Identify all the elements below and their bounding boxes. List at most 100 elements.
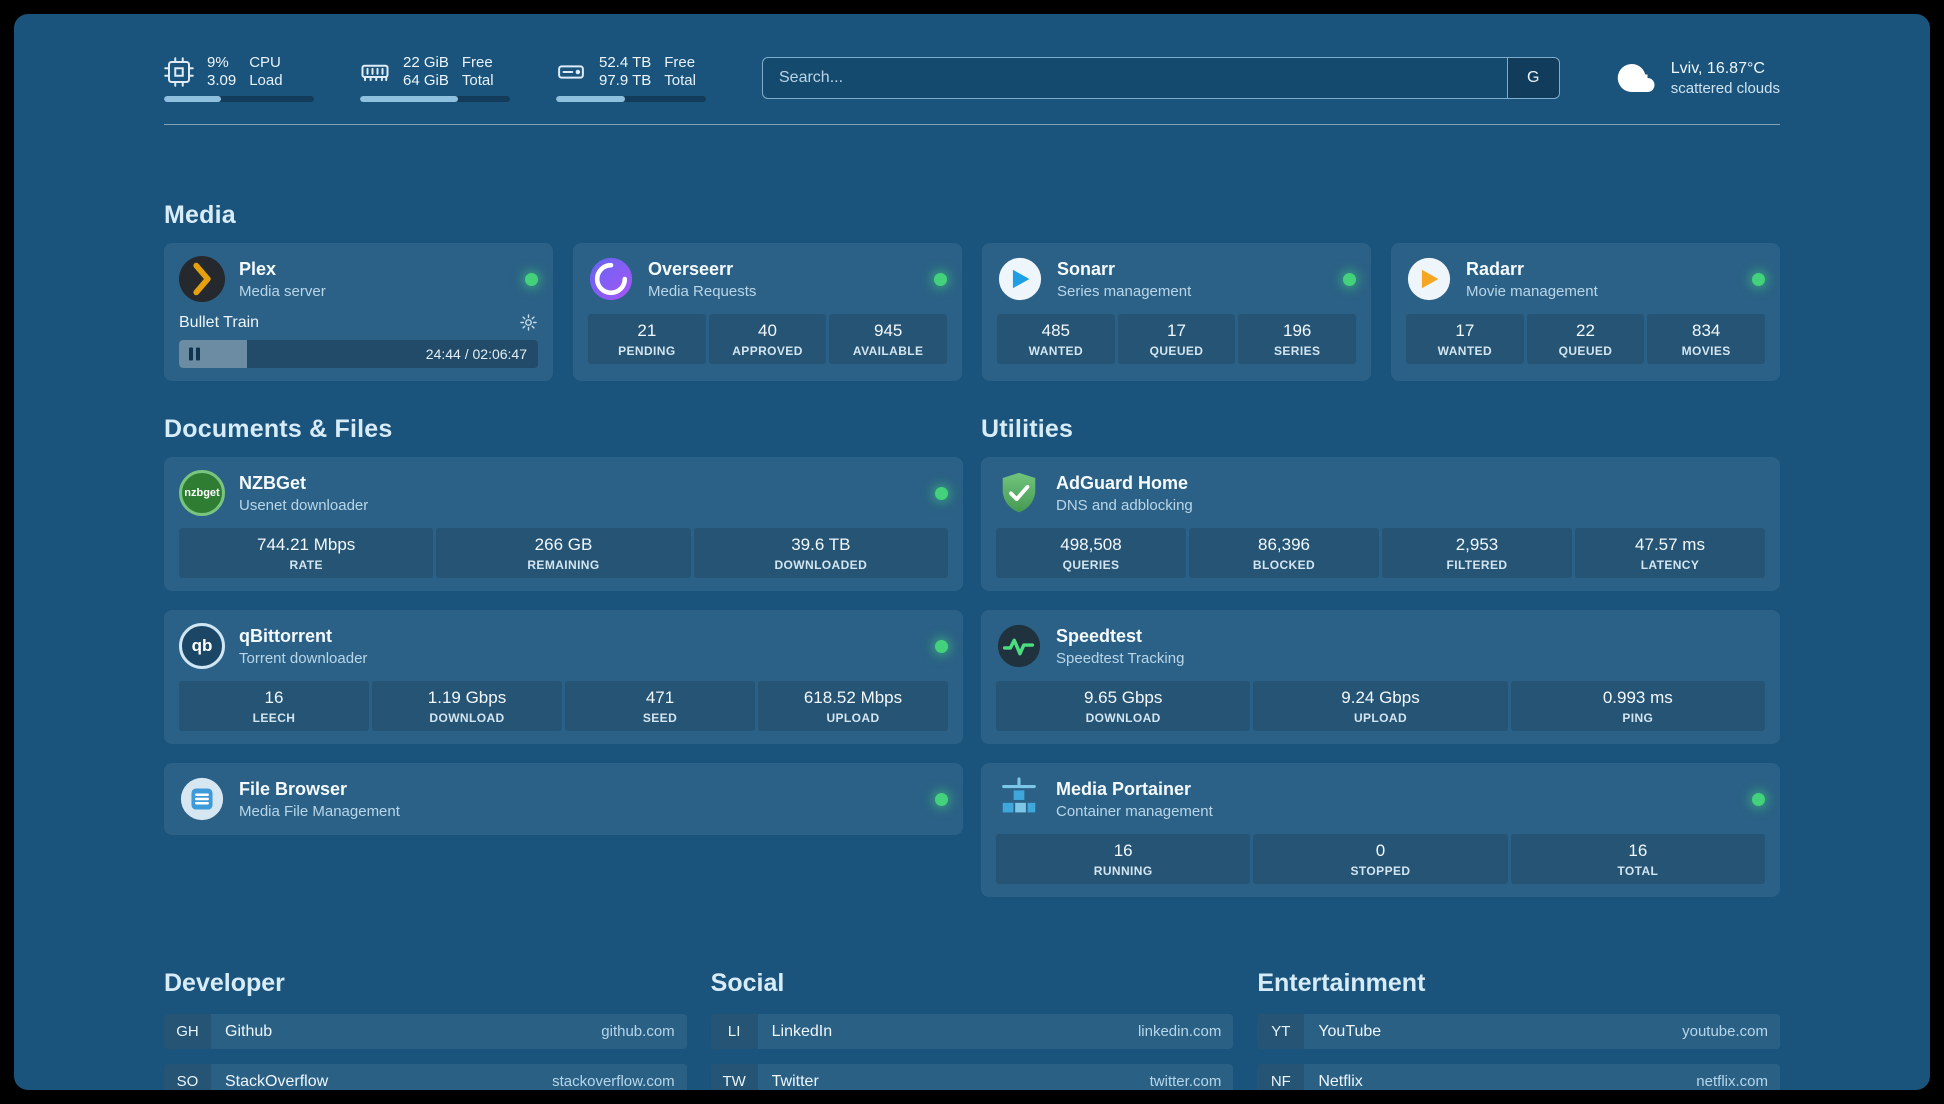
section-heading-media: Media xyxy=(164,201,236,229)
bookmark-name: StackOverflow xyxy=(225,1072,329,1090)
speedtest-icon xyxy=(996,623,1042,669)
portainer-icon xyxy=(996,776,1042,822)
playback-progress-bar[interactable]: 24:44 / 02:06:47 xyxy=(179,340,538,368)
service-subtitle: Speedtest Tracking xyxy=(1056,649,1185,667)
stat-box: 17 QUEUED xyxy=(1117,314,1236,364)
bookmark-name: YouTube xyxy=(1318,1022,1382,1040)
service-card-qbittorrent[interactable]: qb qBittorrent Torrent downloader 16 LEEC… xyxy=(164,610,963,744)
bookmark-abbr: SO xyxy=(164,1064,211,1090)
service-card-adguard[interactable]: AdGuard Home DNS and adblocking 498,508 Q… xyxy=(981,457,1780,591)
stat-box: 0.993 ms PING xyxy=(1510,681,1765,731)
gear-icon[interactable] xyxy=(519,313,538,332)
stat-box: 40 APPROVED xyxy=(708,314,827,364)
stat-box: 1.19 Gbps DOWNLOAD xyxy=(372,681,562,731)
cpu-icon xyxy=(164,57,194,87)
filebrowser-icon xyxy=(179,776,225,822)
section-heading-documents: Documents & Files xyxy=(164,415,393,443)
service-title: Plex xyxy=(239,258,277,279)
stat-box: 9.65 Gbps DOWNLOAD xyxy=(996,681,1251,731)
disk-widget: 52.4 TB 97.9 TB Free Total xyxy=(556,54,706,102)
service-title: Sonarr xyxy=(1057,258,1116,279)
status-dot xyxy=(935,639,948,653)
bookmark-domain: youtube.com xyxy=(1682,1023,1768,1040)
weather-location: Lviv, 16.87°C xyxy=(1670,59,1765,77)
nzbget-icon-text: nzbget xyxy=(184,487,220,499)
stat-box: 485 WANTED xyxy=(997,314,1115,364)
bookmark-abbr: GH xyxy=(164,1014,211,1049)
stat-box: 196 SERIES xyxy=(1238,314,1357,364)
service-card-plex[interactable]: Plex Media server Bullet Train 24:44 / 0… xyxy=(164,243,553,381)
disk-total-value: 97.9 TB xyxy=(599,72,652,89)
status-dot xyxy=(1752,792,1765,806)
bookmark-domain: github.com xyxy=(601,1023,675,1040)
disk-free-label: Free xyxy=(664,54,696,71)
disk-free-value: 52.4 TB xyxy=(599,54,652,71)
qbittorrent-icon: qb xyxy=(179,623,225,669)
bookmark-name: LinkedIn xyxy=(771,1022,833,1040)
service-subtitle: Series management xyxy=(1057,282,1192,300)
bookmark-abbr: YT xyxy=(1257,1014,1305,1049)
bookmark-netflix[interactable]: NF Netflix netflix.com xyxy=(1257,1064,1780,1090)
bookmark-abbr: NF xyxy=(1257,1064,1305,1090)
stat-box: 618.52 Mbps UPLOAD xyxy=(758,681,948,731)
stat-box: 17 WANTED xyxy=(1406,314,1524,364)
memory-free-label: Free xyxy=(461,54,493,71)
status-dot xyxy=(935,486,948,500)
stat-box: 266 GB REMAINING xyxy=(436,528,691,578)
service-card-portainer[interactable]: Media Portainer Container management 16 R… xyxy=(981,763,1780,897)
cpu-widget: 9% 3.09 CPU Load xyxy=(164,54,314,102)
bookmark-youtube[interactable]: YT YouTube youtube.com xyxy=(1257,1014,1780,1049)
service-card-sonarr[interactable]: Sonarr Series management 485 WANTED 17 QUE… xyxy=(982,243,1371,381)
memory-free-value: 22 GiB xyxy=(403,54,449,71)
stat-box: 0 STOPPED xyxy=(1253,834,1508,884)
service-card-filebrowser[interactable]: File Browser Media File Management xyxy=(164,763,963,835)
bookmark-github[interactable]: GH Github github.com xyxy=(164,1014,687,1049)
plex-icon xyxy=(179,256,225,302)
service-card-nzbget[interactable]: nzbget NZBGet Usenet downloader 744.21 M… xyxy=(164,457,963,591)
disk-progress-bar xyxy=(556,96,706,102)
search-provider-button[interactable]: G xyxy=(1506,58,1559,98)
qbittorrent-icon-text: qb xyxy=(191,636,213,655)
memory-widget: 22 GiB 64 GiB Free Total xyxy=(360,54,510,102)
cpu-load-value: 3.09 xyxy=(207,72,237,89)
pause-icon[interactable] xyxy=(189,347,200,361)
dashboard: 9% 3.09 CPU Load 22 GiB xyxy=(14,14,1930,1090)
topbar-divider xyxy=(164,124,1780,125)
stat-box: 471 SEED xyxy=(565,681,755,731)
stat-box: 744.21 Mbps RATE xyxy=(179,528,434,578)
service-card-radarr[interactable]: Radarr Movie management 17 WANTED 22 QUEUE… xyxy=(1391,243,1780,381)
stat-box: 9.24 Gbps UPLOAD xyxy=(1253,681,1508,731)
service-title: AdGuard Home xyxy=(1056,472,1189,493)
bookmark-domain: linkedin.com xyxy=(1137,1023,1222,1040)
search-input[interactable] xyxy=(763,58,1507,98)
bookmark-linkedin[interactable]: LI LinkedIn linkedin.com xyxy=(710,1014,1234,1049)
bookmark-twitter[interactable]: TW Twitter twitter.com xyxy=(710,1064,1234,1090)
top-bar: 9% 3.09 CPU Load 22 GiB xyxy=(164,54,1780,102)
playback-time: 24:44 / 02:06:47 xyxy=(425,346,527,362)
bookmark-group-entertainment: Entertainment YT YouTube youtube.com NF … xyxy=(1257,969,1780,1090)
status-dot xyxy=(525,272,538,286)
status-dot xyxy=(1752,272,1765,286)
bookmark-domain: stackoverflow.com xyxy=(552,1073,675,1090)
section-media: Media Plex Media server Bullet Train xyxy=(164,201,1780,381)
cpu-load-label: Load xyxy=(249,72,283,89)
service-subtitle: Media server xyxy=(239,282,326,300)
disk-icon xyxy=(556,57,586,87)
overseerr-icon xyxy=(588,256,634,302)
radarr-icon xyxy=(1406,256,1452,302)
stat-box: 16 RUNNING xyxy=(996,834,1251,884)
service-subtitle: Usenet downloader xyxy=(239,496,369,514)
section-utilities: Utilities AdGuard Home DNS and adblockin… xyxy=(981,415,1780,897)
bookmark-heading: Social xyxy=(710,969,785,997)
service-subtitle: DNS and adblocking xyxy=(1056,496,1193,514)
stat-box: 16 TOTAL xyxy=(1510,834,1765,884)
bookmark-stackoverflow[interactable]: SO StackOverflow stackoverflow.com xyxy=(164,1064,687,1090)
bookmark-group-social: Social LI LinkedIn linkedin.com TW Twitt… xyxy=(710,969,1234,1090)
service-card-overseerr[interactable]: Overseerr Media Requests 21 PENDING 40 APP… xyxy=(573,243,962,381)
bookmark-abbr: TW xyxy=(710,1064,758,1090)
cpu-usage-label: CPU xyxy=(249,54,281,71)
bookmark-heading: Entertainment xyxy=(1257,969,1426,997)
service-title: Media Portainer xyxy=(1056,778,1192,799)
nzbget-icon: nzbget xyxy=(179,470,225,516)
service-card-speedtest[interactable]: Speedtest Speedtest Tracking 9.65 Gbps DO… xyxy=(981,610,1780,744)
